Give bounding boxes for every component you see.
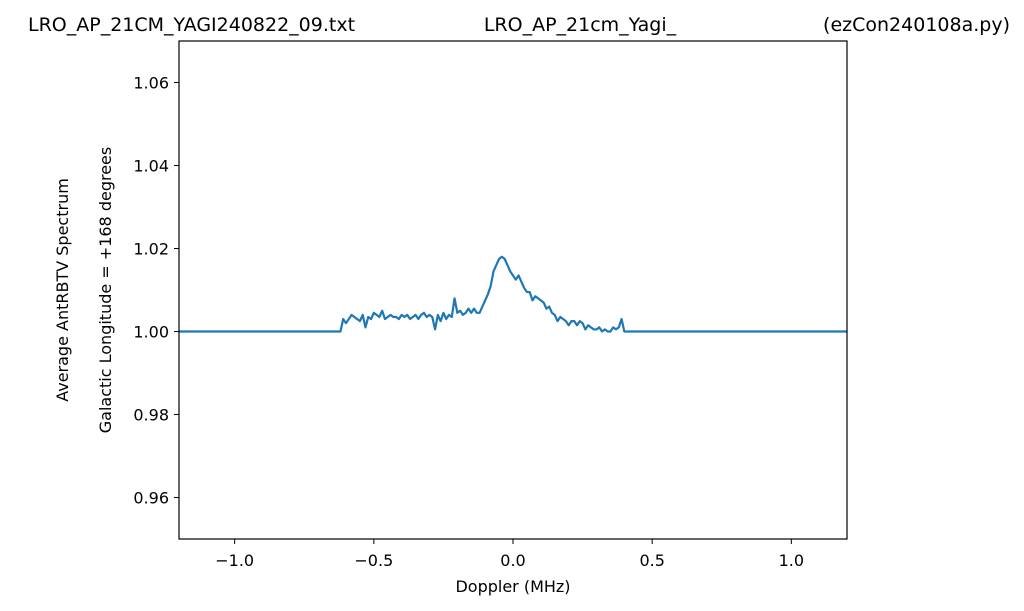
series-line (179, 255, 847, 333)
y-tick-label: 0.98 (133, 406, 169, 425)
y-tick-label: 1.04 (133, 157, 169, 176)
y-tick-label: 1.00 (133, 323, 169, 342)
x-tick-label: −0.5 (354, 551, 393, 570)
y-axis-label-line2: Galactic Longitude = +168 degrees (96, 147, 115, 433)
y-tick-label: 1.06 (133, 74, 169, 93)
chart-title-center: LRO_AP_21cm_Yagi_ (484, 14, 677, 36)
x-tick-label: 0.0 (500, 551, 525, 570)
y-axis-label-line1: Average AntRBTV Spectrum (53, 178, 72, 402)
x-tick-label: −1.0 (215, 551, 254, 570)
y-axis: 0.96 0.98 1.00 1.02 1.04 1.06 (133, 74, 179, 508)
x-axis: −1.0 −0.5 0.0 0.5 1.0 (215, 539, 804, 570)
y-tick-label: 1.02 (133, 240, 169, 259)
x-tick-label: 1.0 (779, 551, 804, 570)
chart-title-left: LRO_AP_21CM_YAGI240822_09.txt (28, 14, 355, 36)
chart-title-right: (ezCon240108a.py) (823, 14, 1010, 36)
y-tick-label: 0.96 (133, 489, 169, 508)
x-axis-label: Doppler (MHz) (455, 577, 570, 596)
x-tick-label: 0.5 (639, 551, 664, 570)
